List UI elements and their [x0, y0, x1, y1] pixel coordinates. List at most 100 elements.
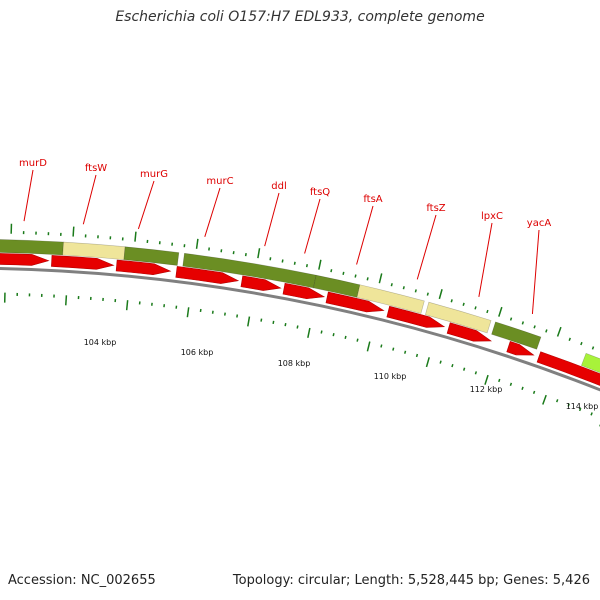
- gene-label-murD: murD: [19, 158, 47, 169]
- scale-tick: [404, 350, 407, 354]
- outer-tick: [281, 259, 284, 263]
- scale-tick: [366, 341, 371, 352]
- scale-tick: [439, 360, 442, 364]
- scale-tick: [451, 363, 454, 368]
- scale-tick: [392, 347, 395, 351]
- scale-tick: [521, 386, 524, 390]
- cds-arrow: [506, 341, 535, 356]
- feature-block: [356, 284, 425, 314]
- gene-label-layer: murD ftsW murG murC ddl ftsQ ftsA ftsZ lpxC yacA: [19, 158, 552, 315]
- outer-tick: [521, 321, 525, 325]
- feature-block: [581, 352, 600, 373]
- feature-block: [424, 301, 492, 334]
- scale-tick: [484, 374, 489, 385]
- outer-tick: [134, 231, 137, 242]
- accession-text: Accession: NC_002655: [8, 573, 156, 588]
- scale-tick: [307, 327, 311, 338]
- feature-block: [62, 241, 126, 260]
- cds-arrow: [0, 253, 50, 266]
- scale-tick: [415, 353, 419, 358]
- outer-tick: [293, 261, 296, 265]
- outer-tick: [390, 283, 393, 287]
- gene-label-ftsZ: ftsZ: [426, 203, 445, 214]
- scale-label: 114 kbp: [566, 402, 599, 411]
- scale-tick: [65, 295, 68, 306]
- cds-arrow: [536, 351, 600, 386]
- genome-stats-text: Topology: circular; Length: 5,528,445 bp…: [232, 573, 590, 588]
- gene-label-ftsA: ftsA: [363, 194, 382, 205]
- backbone-ring: [0, 267, 600, 392]
- outer-tick: [486, 309, 489, 314]
- outer-tick: [269, 257, 272, 261]
- gene-leader-line: [82, 174, 97, 225]
- scale-label: 110 kbp: [374, 372, 407, 381]
- gene-label-lpxC: lpxC: [481, 211, 503, 222]
- cds-layer: [0, 253, 600, 386]
- scale-label: 112 kbp: [470, 385, 503, 394]
- scale-tick: [296, 325, 299, 329]
- cds-arrow: [51, 255, 115, 270]
- scale-label: 108 kbp: [278, 359, 311, 368]
- scale-tick: [567, 403, 570, 407]
- outer-tick: [354, 274, 357, 278]
- scale-tick: [474, 371, 478, 375]
- feature-block: [182, 252, 317, 289]
- gene-label-ftsQ: ftsQ: [310, 187, 330, 198]
- scale-tick: [320, 330, 323, 334]
- scale-tick: [425, 357, 430, 368]
- scale-tick: [260, 318, 263, 322]
- cds-arrow: [446, 322, 492, 342]
- scale-tick: [344, 335, 347, 339]
- scale-tick: [284, 323, 287, 327]
- outer-tick: [366, 277, 369, 281]
- outer-tick: [195, 238, 199, 249]
- scale-tick: [498, 378, 501, 383]
- outer-tick: [545, 329, 548, 333]
- outer-tick: [402, 286, 405, 290]
- feature-block: [0, 239, 64, 256]
- outer-tick: [474, 306, 477, 310]
- outer-tick: [509, 317, 513, 321]
- scale-tick: [590, 412, 593, 416]
- outer-tick: [426, 292, 429, 296]
- scale-label: 106 kbp: [181, 348, 214, 357]
- scale-layer: 104 kbp 106 kbp 108 kbp 110 kbp 112 kbp 114 k…: [84, 338, 599, 411]
- gene-leader-line: [137, 180, 155, 230]
- outer-tick: [533, 325, 536, 329]
- scale-tick: [332, 333, 335, 337]
- gene-leader-line: [356, 205, 374, 265]
- cds-arrow: [282, 282, 326, 300]
- scale-tick: [272, 320, 275, 324]
- outer-tick: [330, 269, 333, 273]
- outer-tick: [580, 341, 583, 346]
- gene-label-murC: murC: [206, 176, 233, 187]
- outer-tick: [414, 289, 417, 293]
- outer-tick: [72, 226, 75, 237]
- gene-leader-line: [264, 192, 280, 247]
- outer-tick: [305, 264, 308, 268]
- gene-label-yacA: yacA: [527, 218, 552, 229]
- scale-tick: [125, 300, 129, 311]
- scale-tick: [380, 344, 383, 348]
- tick-layer: [3, 223, 600, 427]
- map-title: Escherichia coli O157:H7 EDL933, complet…: [115, 9, 485, 25]
- gene-leader-line: [23, 169, 34, 222]
- cds-arrow: [240, 275, 282, 291]
- gene-leader-line: [478, 222, 493, 297]
- backbone-layer: [0, 267, 600, 392]
- cds-arrow: [175, 266, 240, 284]
- outer-tick: [378, 273, 383, 284]
- outer-tick: [450, 299, 453, 303]
- cds-arrow: [325, 291, 385, 313]
- scale-tick: [186, 307, 190, 318]
- feature-layer: [0, 239, 600, 373]
- outer-tick: [498, 306, 503, 317]
- feature-block: [123, 246, 180, 266]
- gene-leader-line: [304, 198, 321, 254]
- scale-tick: [509, 382, 513, 386]
- outer-tick: [556, 326, 562, 337]
- outer-tick: [318, 259, 322, 270]
- gene-label-ftsW: ftsW: [85, 163, 107, 174]
